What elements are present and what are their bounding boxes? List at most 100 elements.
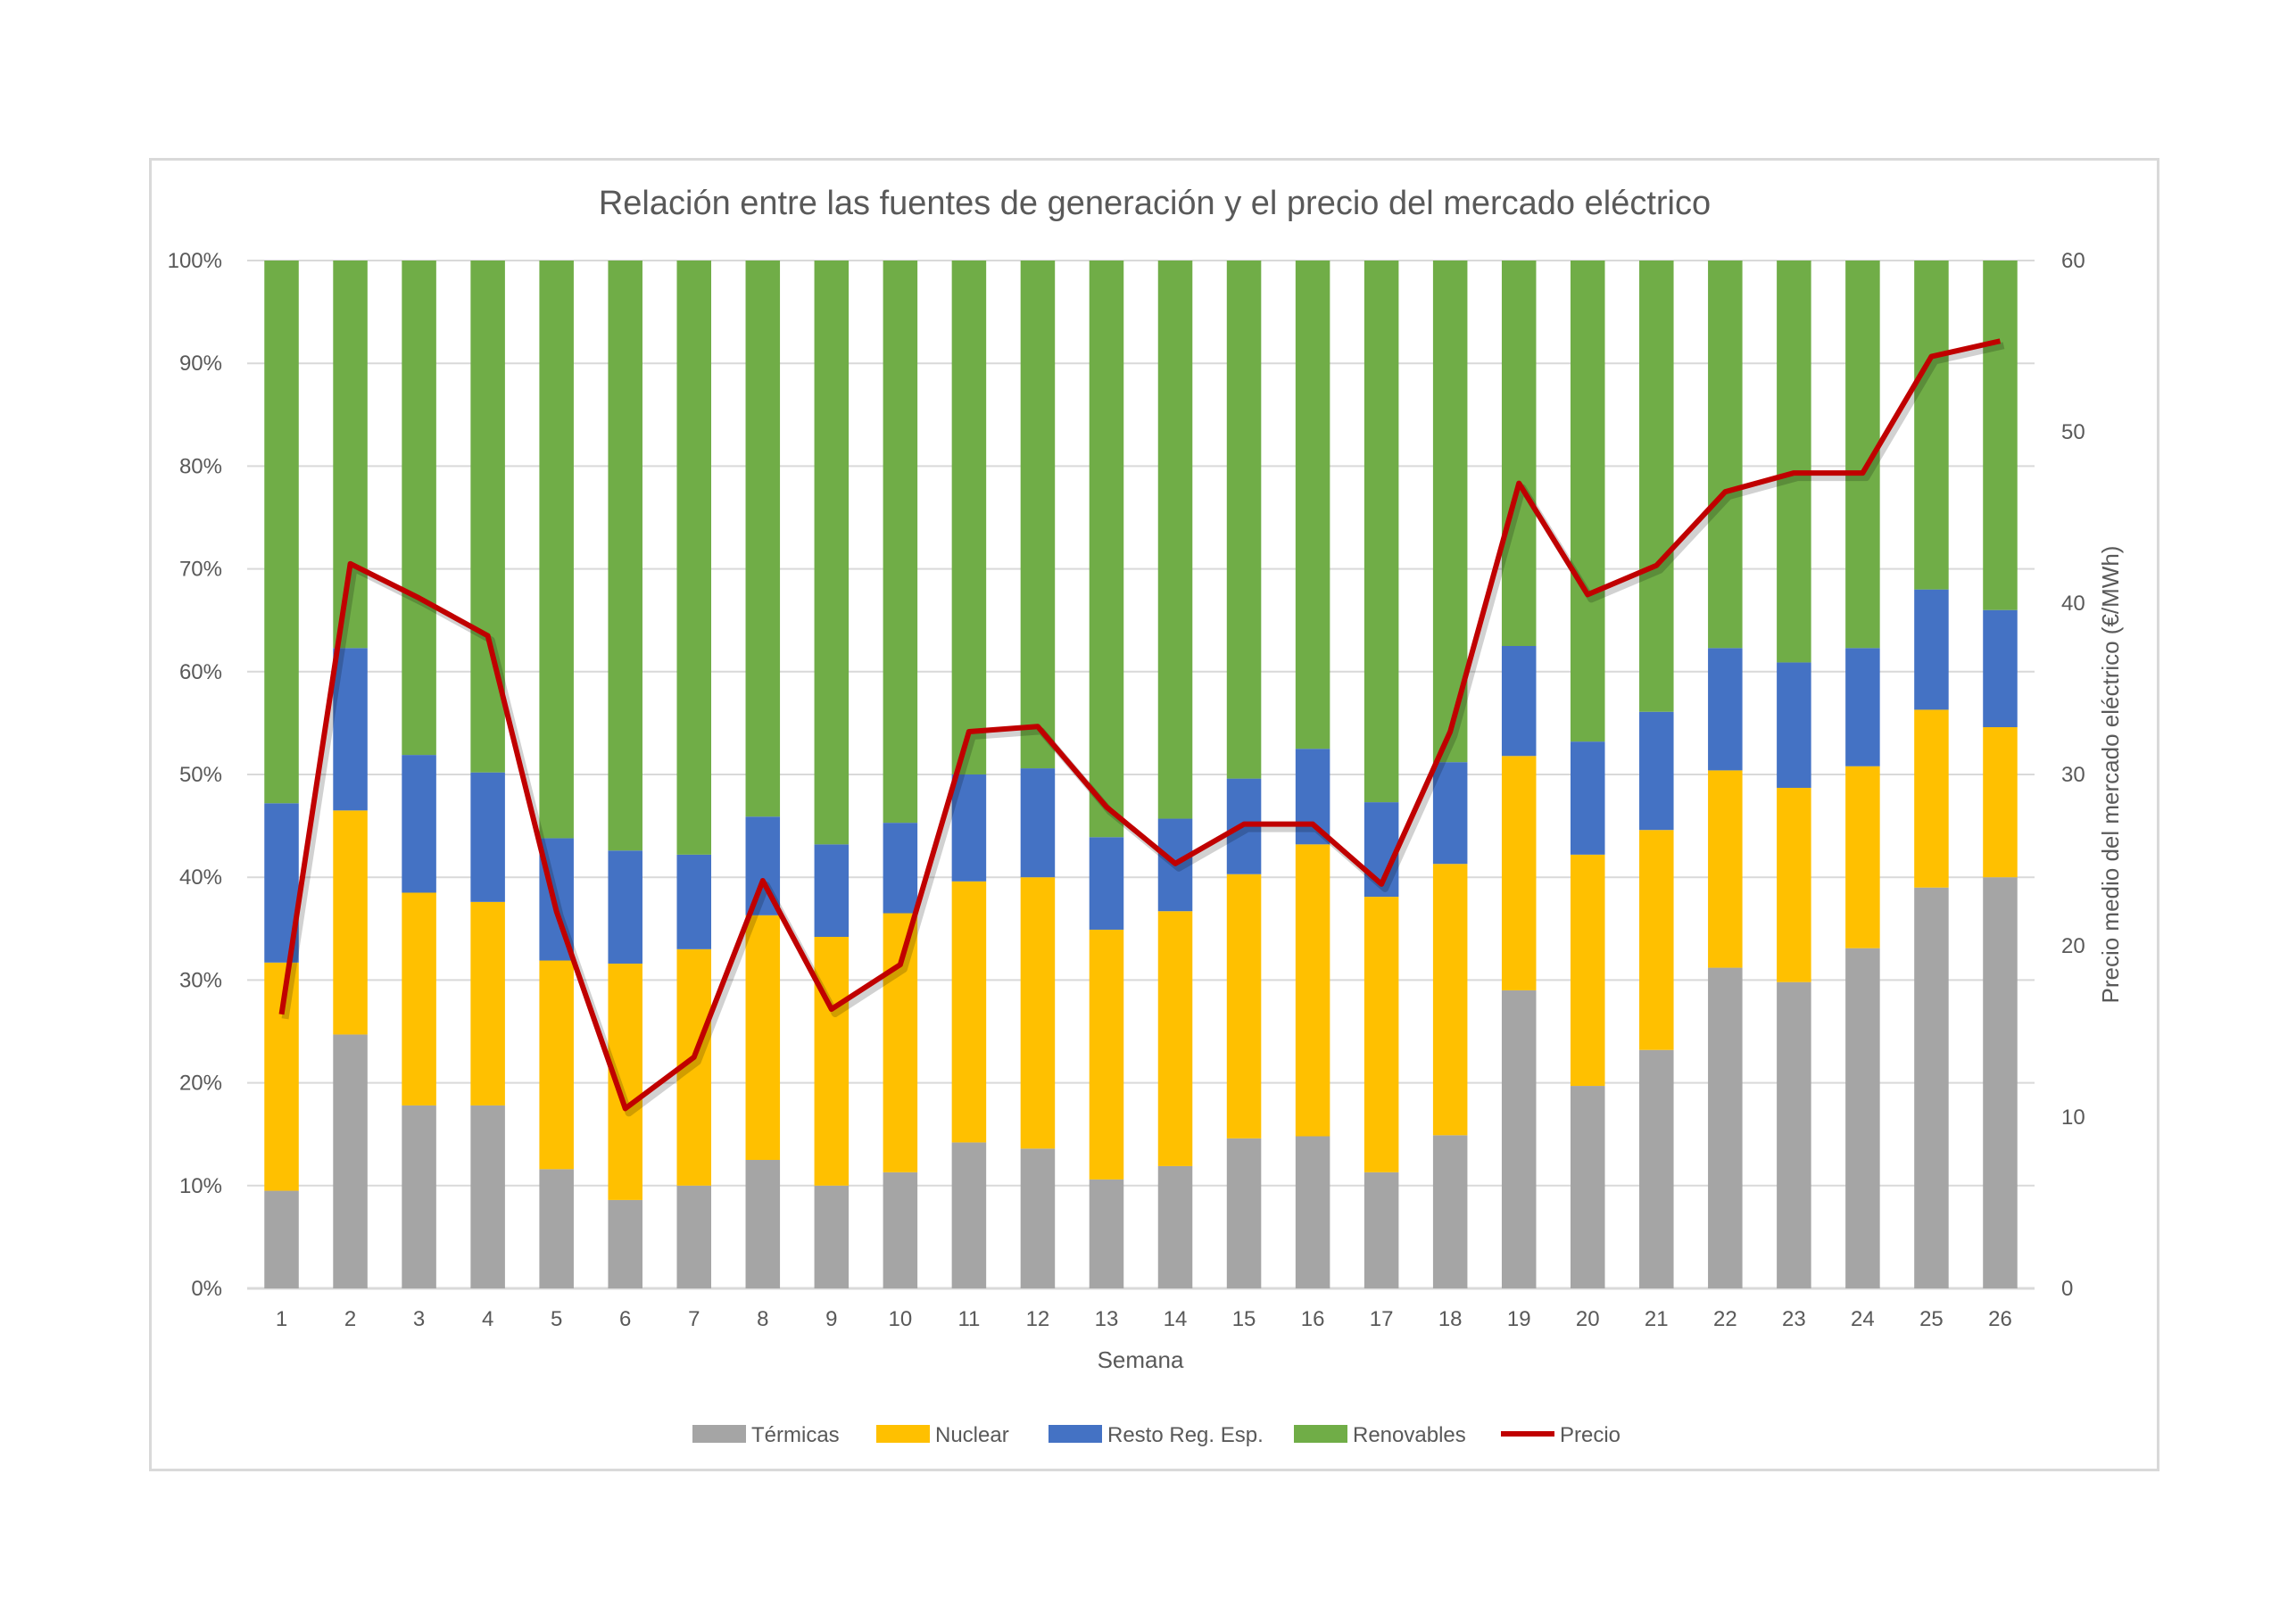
bar-t-rmicas-18	[1432, 1135, 1468, 1288]
bar-renovables-17	[1364, 261, 1399, 803]
x-axis: 1 2 3 4 5 6 7 8 9 10 11 12 13 14 15 16 17 18 19 20 21 22 23 24 2…	[276, 1307, 2012, 1331]
bar-resto-reg-esp--4	[470, 772, 505, 902]
bar-resto-reg-esp--16	[1295, 749, 1330, 845]
y-tick-left: 70%	[179, 558, 222, 582]
bar-t-rmicas-17	[1364, 1172, 1399, 1288]
bar-renovables-9	[814, 261, 850, 845]
x-tick: 20	[1576, 1307, 1600, 1331]
bar-nuclear-4	[470, 901, 505, 1105]
y-tick-left: 90%	[179, 352, 222, 376]
y-tick-right: 60	[2061, 249, 2085, 273]
legend-label: Resto Reg. Esp.	[1107, 1423, 1264, 1447]
bar-t-rmicas-13	[1089, 1179, 1124, 1288]
bar-resto-reg-esp--3	[402, 755, 436, 893]
y-tick-left: 100%	[168, 249, 222, 273]
bar-resto-reg-esp--21	[1639, 711, 1674, 831]
bar-nuclear-2	[333, 810, 368, 1035]
bar-renovables-5	[539, 261, 574, 839]
bar-t-rmicas-6	[608, 1199, 642, 1288]
bar-resto-reg-esp--6	[608, 850, 642, 964]
x-axis-label: Semana	[1098, 1346, 1184, 1373]
legend-swatch	[692, 1425, 746, 1443]
x-tick: 18	[1438, 1307, 1463, 1331]
bar-t-rmicas-23	[1777, 981, 1811, 1288]
bar-renovables-25	[1914, 261, 1949, 590]
y-axis-right: 0 10 20 30 40 50 60	[2061, 249, 2085, 1301]
bar-nuclear-26	[1983, 727, 2018, 878]
x-tick: 21	[1645, 1307, 1669, 1331]
bar-renovables-21	[1639, 261, 1674, 712]
bar-t-rmicas-11	[951, 1142, 987, 1288]
bar-resto-reg-esp--11	[951, 774, 987, 882]
bar-renovables-12	[1020, 261, 1056, 769]
bar-nuclear-15	[1226, 874, 1262, 1139]
gridlines	[247, 260, 2035, 1290]
y-axis-right-label: Precio medio del mercado eléctrico (€/MW…	[2097, 546, 2124, 1004]
y-tick-left: 30%	[179, 968, 222, 992]
bar-renovables-23	[1777, 261, 1811, 663]
x-tick: 10	[889, 1307, 913, 1331]
bar-t-rmicas-8	[745, 1160, 781, 1288]
bar-nuclear-22	[1708, 770, 1743, 968]
x-tick: 16	[1301, 1307, 1325, 1331]
bar-t-rmicas-19	[1501, 990, 1537, 1288]
bar-t-rmicas-21	[1639, 1049, 1674, 1288]
legend-label: Precio	[1560, 1423, 1620, 1447]
bar-resto-reg-esp--18	[1432, 762, 1468, 865]
y-tick-left: 40%	[179, 865, 222, 890]
x-tick: 5	[551, 1307, 562, 1331]
bar-nuclear-9	[814, 937, 850, 1186]
x-tick: 1	[276, 1307, 287, 1331]
x-tick: 6	[619, 1307, 631, 1331]
bar-renovables-16	[1295, 261, 1330, 749]
bar-resto-reg-esp--2	[333, 648, 368, 811]
bar-resto-reg-esp--20	[1570, 741, 1605, 855]
bar-nuclear-20	[1570, 854, 1605, 1087]
bar-renovables-11	[951, 261, 987, 774]
x-tick: 11	[957, 1307, 980, 1331]
legend-label: Renovables	[1353, 1423, 1466, 1447]
bar-t-rmicas-15	[1226, 1138, 1262, 1288]
bar-t-rmicas-20	[1570, 1086, 1605, 1288]
bar-t-rmicas-12	[1020, 1148, 1056, 1288]
bar-resto-reg-esp--13	[1089, 837, 1124, 930]
bar-nuclear-11	[951, 881, 987, 1143]
bar-resto-reg-esp--19	[1501, 646, 1537, 757]
y-tick-left: 60%	[179, 660, 222, 684]
bar-renovables-13	[1089, 261, 1124, 838]
x-tick: 4	[482, 1307, 493, 1331]
bar-nuclear-17	[1364, 897, 1399, 1172]
bar-t-rmicas-3	[402, 1105, 436, 1288]
y-tick-right: 0	[2061, 1277, 2073, 1301]
bar-t-rmicas-2	[333, 1034, 368, 1288]
bar-nuclear-19	[1501, 756, 1537, 990]
bar-renovables-22	[1708, 261, 1743, 649]
bar-renovables-2	[333, 261, 368, 649]
bar-resto-reg-esp--12	[1020, 768, 1056, 878]
bar-t-rmicas-5	[539, 1169, 574, 1288]
x-tick: 7	[688, 1307, 700, 1331]
bar-t-rmicas-26	[1983, 877, 2018, 1288]
bar-resto-reg-esp--24	[1845, 648, 1880, 766]
legend-label: Nuclear	[935, 1423, 1009, 1447]
bar-renovables-10	[883, 261, 918, 824]
legend-swatch	[1294, 1425, 1347, 1443]
y-tick-right: 50	[2061, 420, 2085, 444]
y-axis-left: 0% 10% 20% 30% 40% 50% 60% 70% 80% 90% 100%	[168, 249, 222, 1301]
bar-nuclear-14	[1157, 911, 1193, 1166]
x-tick: 14	[1164, 1307, 1188, 1331]
bar-renovables-8	[745, 261, 781, 817]
x-tick: 19	[1507, 1307, 1531, 1331]
bar-t-rmicas-4	[470, 1105, 505, 1288]
bar-nuclear-5	[539, 960, 574, 1170]
x-tick: 12	[1026, 1307, 1050, 1331]
bar-t-rmicas-24	[1845, 948, 1880, 1288]
bar-t-rmicas-9	[814, 1185, 850, 1288]
bar-nuclear-23	[1777, 787, 1811, 982]
legend-label: Térmicas	[751, 1423, 840, 1447]
bar-t-rmicas-10	[883, 1172, 918, 1288]
bar-resto-reg-esp--10	[883, 823, 918, 914]
bar-resto-reg-esp--7	[676, 854, 712, 949]
x-tick: 9	[825, 1307, 837, 1331]
